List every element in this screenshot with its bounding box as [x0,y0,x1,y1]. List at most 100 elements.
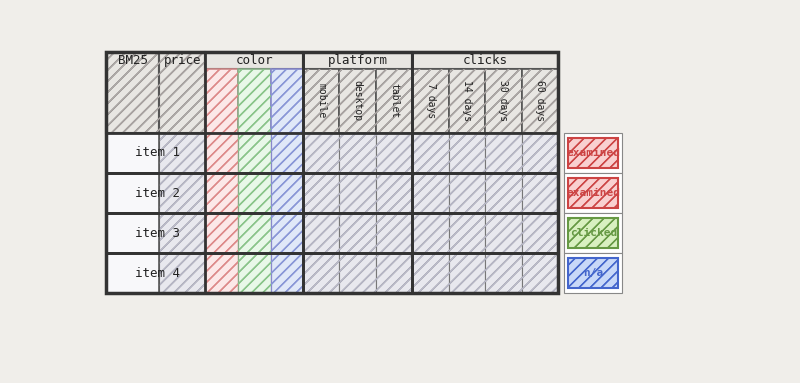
Text: examined: examined [566,188,620,198]
Bar [159,133,206,173]
Bar [106,213,159,253]
Bar [449,69,485,133]
Bar [522,253,558,293]
Text: price: price [163,54,201,67]
Text: color: color [235,54,273,67]
Bar [238,133,270,173]
Bar [270,253,303,293]
Bar [106,52,558,293]
Bar [522,69,558,133]
Text: platform: platform [328,54,388,67]
Bar [449,133,485,173]
Bar [485,173,522,213]
Bar [206,52,303,69]
Bar [238,213,270,253]
Bar [206,69,238,133]
Bar [522,173,558,213]
Bar [238,173,270,213]
Bar [568,218,618,248]
Bar [449,133,485,173]
Bar [303,133,339,173]
Bar [238,213,270,253]
Bar [449,213,485,253]
Bar [522,213,558,253]
Bar [485,213,522,253]
Bar [270,173,303,213]
Bar [568,218,618,248]
Bar [238,173,270,213]
Bar [106,253,159,293]
Bar [206,173,238,213]
Bar [568,138,618,168]
Bar [449,173,485,213]
Bar [159,52,206,133]
Bar [339,213,376,253]
Bar [522,173,558,213]
Bar [106,173,159,213]
Bar [159,52,206,133]
Text: clicked: clicked [570,228,617,238]
Bar [270,173,303,213]
Bar [485,253,522,293]
Text: item 4: item 4 [135,267,180,280]
Bar [485,253,522,293]
Bar [568,138,618,168]
Bar [270,173,303,213]
Bar [412,133,449,173]
Bar [303,133,339,173]
Text: n/a: n/a [583,268,603,278]
Bar [238,133,270,173]
Bar [270,69,303,133]
Bar [270,133,303,173]
Bar [238,69,270,133]
Bar [339,253,376,293]
Bar [485,69,522,133]
Bar [106,133,159,173]
Text: desktop: desktop [353,80,362,121]
Bar [206,253,238,293]
Bar [376,133,412,173]
Bar [303,213,339,253]
Text: clicks: clicks [462,54,508,67]
Bar [522,69,558,133]
Text: tablet: tablet [389,83,399,119]
Bar [106,173,159,213]
Text: 60 days: 60 days [535,80,545,121]
Bar [270,213,303,253]
Bar [238,253,270,293]
Bar [449,173,485,213]
Text: item 3: item 3 [135,227,180,240]
Bar [159,213,206,253]
Bar [412,253,449,293]
Bar [206,213,238,253]
Bar [270,253,303,293]
Bar [412,69,449,133]
Bar [206,253,238,293]
Bar [270,213,303,253]
Bar [339,213,376,253]
Bar [159,253,206,293]
Bar [206,213,238,253]
Bar [376,69,412,133]
Bar [376,69,412,133]
Bar [270,213,303,253]
Bar [206,173,238,213]
Bar [206,173,238,213]
Bar [376,173,412,213]
Bar [270,253,303,293]
Bar [106,52,159,133]
Bar [106,253,159,293]
Bar [206,133,238,173]
Bar [206,133,238,173]
Bar [449,69,485,133]
Text: mobile: mobile [316,83,326,119]
Bar [564,173,622,213]
Bar [238,173,270,213]
Bar [412,69,449,133]
Bar [412,213,449,253]
Bar [303,52,412,293]
Bar [568,259,618,288]
Text: BM25: BM25 [118,54,147,67]
Bar [206,213,238,253]
Bar [412,133,449,173]
